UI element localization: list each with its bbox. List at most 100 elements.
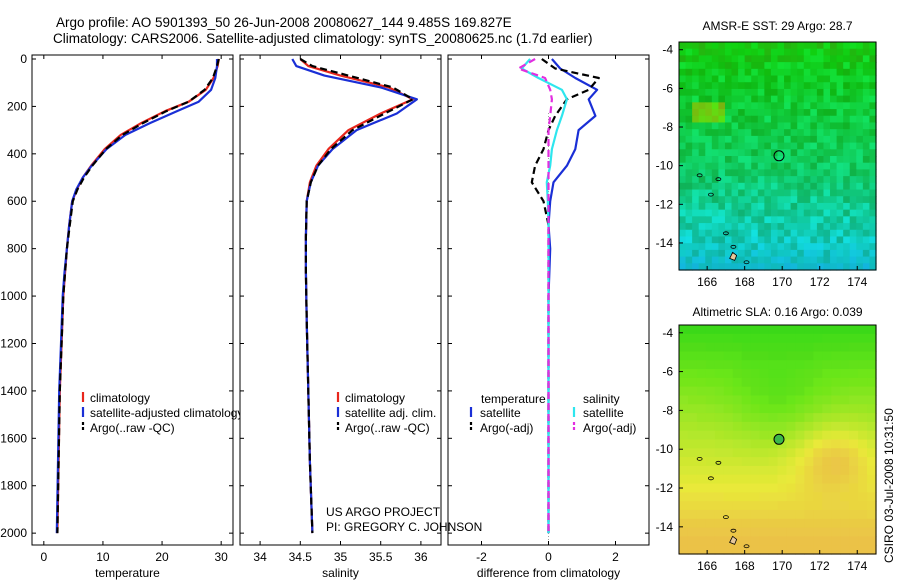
map-cell	[840, 395, 850, 405]
map-cell	[768, 536, 779, 546]
map-cell	[803, 243, 811, 251]
map-cell	[777, 483, 788, 493]
map-cell	[750, 545, 761, 555]
map-cell	[705, 202, 713, 211]
map-cell	[685, 243, 693, 251]
map-cell	[687, 395, 698, 405]
map-cell	[718, 95, 726, 103]
x-tick-label: 34	[253, 550, 267, 564]
map-cell	[840, 404, 850, 414]
map-cell	[738, 142, 746, 150]
map-cell	[685, 263, 693, 271]
map-title: AMSR-E SST: 29 Argo: 28.7	[702, 19, 852, 33]
map-cell	[718, 156, 726, 164]
map-cell	[685, 109, 693, 117]
legend-label: climatology	[90, 391, 150, 405]
map-cell	[869, 223, 877, 231]
map-cell	[759, 421, 770, 432]
map-cell	[843, 236, 851, 244]
map-cell	[687, 377, 698, 388]
map-cell	[849, 421, 859, 432]
map-cell	[757, 75, 765, 83]
map-cell	[858, 465, 868, 476]
map-cell	[804, 325, 814, 335]
map-cell	[705, 122, 713, 130]
map-cell	[718, 122, 726, 130]
map-cell	[869, 236, 877, 244]
map-cell	[744, 243, 752, 251]
map-cell	[858, 413, 868, 423]
map-cell	[768, 509, 779, 520]
map-cell	[803, 55, 811, 63]
map-cell	[810, 135, 818, 144]
map-cell	[822, 457, 832, 467]
map-cell	[759, 430, 770, 441]
map-cell	[705, 413, 716, 423]
map-cell	[849, 457, 859, 467]
map-cell	[750, 430, 761, 441]
map-cell	[692, 55, 700, 63]
map-cell	[744, 229, 752, 238]
map-cell	[849, 129, 857, 137]
map-cell	[836, 135, 844, 144]
map-cell	[685, 202, 693, 211]
map-cell	[803, 223, 811, 231]
map-cell	[770, 236, 779, 244]
map-cell	[786, 351, 796, 361]
temperature-panel: 0 10 20 30temperature0200400600800100012001…	[0, 52, 243, 580]
map-cell	[723, 536, 734, 546]
map-cell	[679, 229, 687, 238]
map-cell	[786, 342, 796, 353]
map-cell	[768, 545, 779, 555]
map-cell	[705, 483, 716, 493]
map-cell	[849, 82, 857, 90]
map-cell	[849, 430, 859, 441]
map-cell	[849, 75, 857, 83]
map-cell	[724, 256, 733, 264]
map-cell	[823, 142, 831, 150]
map-cell	[862, 236, 871, 244]
map-cell	[804, 421, 814, 432]
map-cell	[764, 216, 772, 224]
map-cell	[831, 545, 841, 555]
map-cell	[867, 395, 877, 405]
map-cell	[718, 169, 726, 177]
y-tick-label: -4	[662, 326, 673, 340]
map-cell	[751, 48, 759, 57]
map-cell	[831, 342, 841, 353]
map-cell	[724, 236, 733, 244]
map-cell	[810, 95, 818, 103]
map-cell	[784, 263, 792, 271]
island-outline	[707, 192, 714, 197]
map-cell	[750, 518, 761, 529]
series-line-argo-raw-qc-	[299, 58, 414, 534]
map-cell	[843, 129, 851, 137]
map-cell	[679, 169, 687, 177]
map-cell	[786, 509, 796, 520]
map-cell	[770, 162, 779, 171]
map-cell	[784, 135, 792, 144]
map-cell	[823, 95, 831, 103]
map-cell	[849, 162, 857, 171]
map-cell	[698, 82, 706, 90]
map-cell	[803, 48, 811, 57]
map-cell	[813, 474, 823, 485]
map-cell	[790, 176, 798, 184]
legend-label: satellite adj. clim.	[345, 406, 436, 420]
map-cell	[738, 169, 746, 177]
map-cell	[849, 404, 859, 414]
title-line-2: Climatology: CARS2006. Satellite-adjuste…	[53, 31, 593, 46]
map-cell	[698, 142, 706, 150]
map-cell	[836, 129, 844, 137]
map-cell	[731, 156, 739, 164]
map-cell	[687, 342, 698, 353]
map-cell	[856, 122, 864, 130]
map-cell	[685, 62, 693, 70]
map-cell	[777, 102, 785, 110]
map-cell	[843, 223, 851, 231]
map-cell	[862, 109, 871, 117]
map-cell	[741, 430, 752, 441]
map-cell	[718, 115, 726, 124]
map-cell	[770, 243, 779, 251]
map-cell	[731, 162, 739, 171]
